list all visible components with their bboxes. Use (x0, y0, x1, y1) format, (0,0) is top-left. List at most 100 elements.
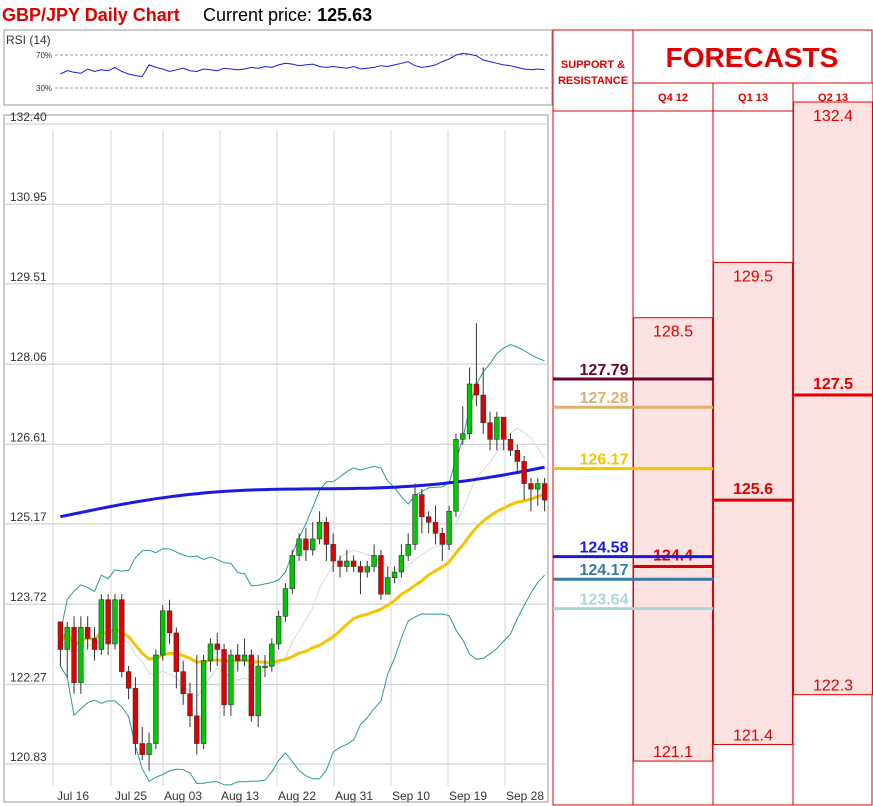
forecast-mid-value: 127.5 (813, 376, 853, 393)
candle (160, 605, 166, 661)
candle-body-down (514, 450, 520, 462)
candle (166, 599, 173, 644)
candle-body-up (494, 416, 500, 440)
y-tick-label: 125.17 (10, 510, 47, 524)
candle-body-down (425, 516, 432, 523)
candle (180, 660, 186, 705)
y-tick-label: 128.06 (10, 350, 47, 364)
candle-body-up (453, 438, 459, 512)
candle-body-up (296, 538, 302, 556)
candle (541, 478, 548, 512)
candle (98, 594, 105, 656)
candle-body-up (398, 555, 405, 573)
candle-body-down (473, 383, 480, 396)
candle (364, 560, 370, 578)
x-tick-label: Sep 10 (392, 789, 430, 803)
candle (173, 627, 180, 689)
candle (303, 527, 309, 561)
forecast-high-value: 129.5 (733, 268, 773, 285)
candle-body-down (350, 560, 357, 567)
candle (119, 594, 125, 678)
candle-body-up (344, 560, 350, 567)
price-value: 125.63 (317, 5, 373, 25)
sr-header-line1: SUPPORT & (561, 59, 625, 71)
candle-body-down (487, 422, 493, 440)
sr-level-value: 126.17 (580, 452, 629, 469)
candle-body-up (64, 627, 70, 650)
x-tick-label: Aug 31 (335, 789, 373, 803)
candle-body-down (378, 555, 384, 595)
sr-level-value: 123.64 (580, 592, 629, 609)
candle-body-down (125, 671, 132, 689)
candle-body-down (521, 461, 527, 484)
candle (391, 566, 398, 584)
forecast-column-header: Q1 13 (738, 92, 768, 104)
forecast-low-value: 122.3 (813, 678, 853, 695)
candle (439, 527, 445, 561)
candle (487, 411, 493, 451)
candle-body-up (385, 577, 391, 595)
candle (385, 566, 391, 595)
y-tick-label: 126.61 (10, 430, 47, 444)
candle-body-down (194, 715, 200, 744)
chart-header: GBP/JPY Daily Chart Current price: 125.6… (0, 0, 552, 30)
candle-body-up (255, 665, 261, 717)
candle (412, 483, 418, 550)
candle-body-up (200, 660, 207, 744)
candle-body-down (357, 566, 364, 573)
candle-body-down (303, 538, 309, 551)
candle (221, 643, 227, 716)
candle-body-down (337, 560, 343, 567)
forecast-range-box (713, 261, 793, 745)
y-tick-label: 120.83 (10, 750, 47, 764)
candle (146, 732, 152, 772)
forecast-title: FORECASTS (666, 42, 839, 73)
candle-body-up (535, 483, 541, 490)
bollinger-lower-line (59, 574, 545, 786)
forecast-high-value: 128.5 (653, 324, 693, 341)
candle (275, 610, 282, 650)
sr-level-value: 127.79 (580, 362, 629, 379)
candle-body-up (310, 538, 316, 551)
candle-body-up (98, 599, 105, 650)
candle (132, 677, 139, 755)
y-tick-label: 130.95 (10, 190, 47, 204)
candle (337, 555, 343, 578)
candle (112, 594, 118, 650)
candle (446, 505, 452, 550)
x-tick-label: Jul 25 (115, 789, 147, 803)
candle-body-down (214, 643, 220, 650)
candle (419, 489, 425, 534)
candle (228, 649, 234, 716)
forecast-column-header: Q4 12 (658, 92, 688, 104)
candle (425, 511, 432, 534)
candle (350, 555, 357, 573)
candle-body-up (371, 555, 377, 567)
candle (200, 655, 207, 750)
candle (269, 638, 275, 672)
candle-body-up (112, 599, 118, 645)
candle (235, 643, 241, 672)
forecast-mid-value: 125.6 (733, 481, 773, 498)
candle (255, 655, 261, 727)
candle-body-down (235, 654, 241, 661)
candle-body-down (507, 438, 514, 451)
candle-body-down (187, 693, 193, 717)
candle (500, 416, 507, 451)
candle-body-up (146, 743, 152, 755)
candle (405, 533, 411, 561)
candle (78, 616, 84, 694)
candle (207, 638, 214, 672)
candle-body-down (57, 621, 64, 650)
candle (330, 533, 336, 573)
rsi-label: RSI (14) (6, 33, 51, 47)
candle-body-down (91, 638, 98, 650)
candle (91, 627, 98, 661)
candle (316, 511, 323, 545)
candle-body-up (269, 643, 275, 667)
candle (153, 649, 159, 750)
candle (371, 544, 377, 573)
candle-body-down (439, 533, 445, 545)
candle (357, 560, 364, 595)
candle (139, 726, 145, 761)
